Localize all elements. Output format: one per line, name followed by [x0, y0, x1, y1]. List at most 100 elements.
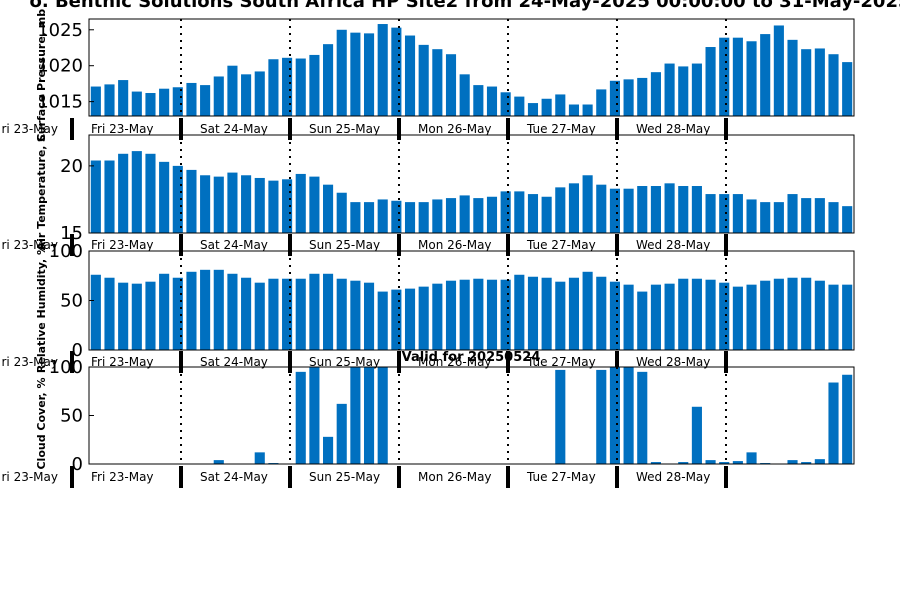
day-label: Mon 26-May: [418, 355, 492, 369]
day-label: Wed 28-May: [636, 470, 710, 484]
bar: [159, 273, 170, 350]
bar: [295, 173, 306, 233]
day-label: Fri 23-May: [91, 355, 154, 369]
bar: [377, 367, 388, 464]
day-label: Wed 28-May: [636, 238, 710, 252]
ytick-label: 20: [60, 156, 83, 177]
bar: [309, 176, 320, 233]
bar: [254, 71, 265, 116]
ytick-label: 0: [72, 454, 83, 475]
bar: [309, 54, 320, 116]
bar: [541, 277, 552, 350]
bar: [787, 39, 798, 117]
bar: [500, 92, 511, 116]
bar: [650, 186, 661, 233]
clipped-day-label: ri 23-May: [2, 355, 59, 369]
day-label: Tue 27-May: [526, 238, 596, 252]
bar: [705, 194, 716, 233]
bar: [186, 82, 197, 116]
bar: [732, 461, 743, 464]
bar: [213, 460, 224, 464]
ytick-label: 1025: [37, 20, 83, 41]
bar: [391, 200, 402, 233]
bar: [227, 65, 238, 116]
bar: [254, 452, 265, 464]
bar: [172, 277, 183, 350]
bar: [582, 104, 593, 116]
day-label: Sat 24-May: [200, 122, 268, 136]
day-label: Sun 25-May: [309, 238, 380, 252]
bar: [323, 273, 334, 350]
bar: [555, 369, 566, 464]
main-title: o. Benthic Solutions South Africa HP Sit…: [29, 0, 900, 12]
bar: [828, 284, 839, 350]
day-label: Tue 27-May: [526, 355, 596, 369]
bar: [623, 284, 634, 350]
bar: [90, 86, 101, 116]
bar: [678, 278, 689, 350]
bar: [732, 286, 743, 350]
bar: [691, 278, 702, 350]
bar: [814, 280, 825, 350]
bar: [568, 183, 580, 233]
bar: [678, 462, 689, 464]
bar: [227, 273, 238, 350]
bar: [500, 191, 511, 233]
bar: [691, 406, 702, 464]
bar: [254, 282, 265, 350]
bar: [582, 271, 593, 350]
bar: [118, 153, 129, 233]
bar: [336, 29, 347, 117]
axes-frame: [88, 18, 855, 117]
bar: [732, 194, 743, 233]
bar: [814, 198, 825, 233]
bar: [828, 382, 839, 464]
bar: [555, 94, 566, 116]
bar: [131, 283, 142, 350]
bar: [609, 367, 620, 464]
bar: [691, 186, 702, 233]
bar: [555, 187, 566, 233]
bar: [200, 269, 211, 350]
bar: [486, 86, 498, 116]
bar: [650, 72, 661, 116]
bar: [377, 291, 388, 350]
bar: [801, 198, 812, 233]
bar: [282, 278, 293, 350]
bar: [323, 436, 334, 464]
bar: [445, 198, 457, 233]
bar: [404, 35, 416, 116]
bar: [459, 195, 470, 233]
bar: [268, 278, 279, 350]
day-label: Wed 28-May: [636, 355, 710, 369]
bar: [801, 462, 812, 464]
bar: [596, 276, 607, 350]
bar: [705, 460, 716, 464]
bar: [801, 277, 812, 350]
bar: [541, 196, 552, 233]
day-label: Fri 23-May: [91, 122, 154, 136]
bar: [432, 49, 443, 116]
bar: [186, 271, 197, 350]
bar: [241, 277, 252, 350]
bar: [200, 85, 211, 116]
bar: [623, 188, 634, 233]
bar: [514, 274, 525, 350]
bar: [404, 288, 416, 350]
bar: [678, 66, 689, 116]
bar: [363, 367, 375, 464]
bar: [760, 202, 771, 233]
bar: [309, 367, 320, 464]
bar: [514, 96, 525, 116]
ytick-label: 0: [72, 340, 83, 361]
bar: [486, 279, 498, 350]
bar: [609, 188, 620, 233]
clipped-day-label: ri 23-May: [2, 238, 59, 252]
bar: [814, 459, 825, 464]
bar: [787, 194, 798, 233]
bar: [746, 199, 757, 233]
bar: [391, 289, 402, 350]
bar: [637, 291, 648, 350]
